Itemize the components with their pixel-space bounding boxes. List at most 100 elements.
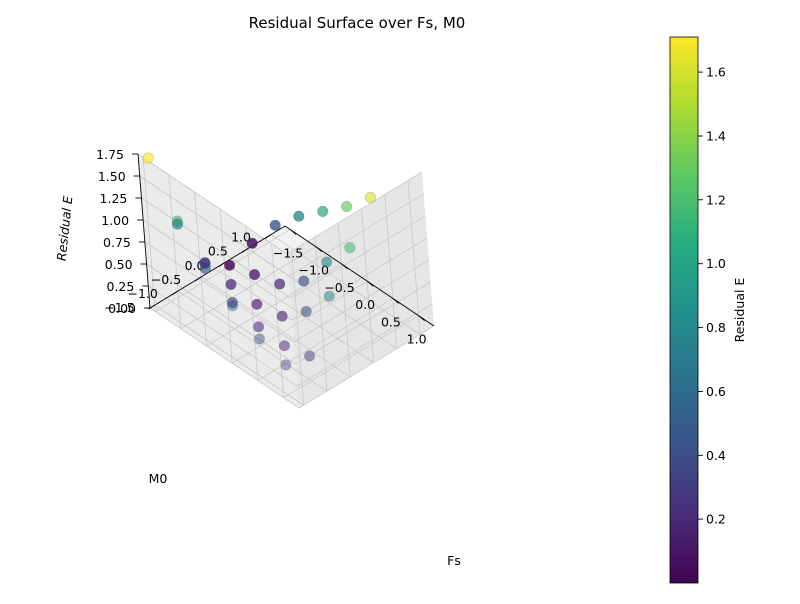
e-tick-label: 0.00 xyxy=(108,301,136,316)
colorbar xyxy=(669,36,699,584)
grid-line xyxy=(168,174,182,329)
e-tick-label: 0.25 xyxy=(106,279,134,294)
grid-line xyxy=(407,180,421,335)
colorbar-tick-label: 1.2 xyxy=(706,192,726,207)
grid-line xyxy=(291,237,428,321)
grid-line xyxy=(257,298,394,381)
data-point xyxy=(344,242,356,254)
data-point xyxy=(300,305,312,318)
fs-tick xyxy=(341,263,348,270)
data-point xyxy=(253,321,265,333)
grid-line xyxy=(142,157,156,312)
data-point xyxy=(224,259,236,271)
grid-line xyxy=(293,259,430,343)
data-point xyxy=(226,297,238,309)
m0-tick-label: −1.0 xyxy=(128,286,158,301)
data-point xyxy=(364,191,377,204)
grid-line xyxy=(298,325,435,409)
data-point xyxy=(317,205,329,217)
grid-line xyxy=(206,263,342,347)
data-point xyxy=(276,310,288,322)
m0-tick xyxy=(194,276,202,282)
fs-tick-label: −1.0 xyxy=(299,263,329,278)
data-point xyxy=(172,218,184,230)
fs-tick-label: 1.0 xyxy=(407,332,427,347)
data-point xyxy=(251,298,263,310)
data-point xyxy=(304,350,316,362)
grid-line xyxy=(337,222,351,377)
data-point xyxy=(298,275,310,287)
data-point xyxy=(278,340,291,352)
m0-tick-label: 0.5 xyxy=(208,244,228,259)
grid-line xyxy=(149,307,300,409)
grid-line xyxy=(200,276,351,378)
grid-line xyxy=(142,219,293,321)
colorbar-tick-label: 0.4 xyxy=(706,448,726,463)
grid-line xyxy=(141,197,291,299)
grid-line xyxy=(224,262,374,364)
fs-tick xyxy=(366,280,374,287)
data-point xyxy=(293,210,305,222)
grid-line xyxy=(288,193,424,277)
grid-line xyxy=(146,263,296,365)
data-point xyxy=(274,278,286,290)
grid-line xyxy=(286,171,423,255)
grid-line xyxy=(231,280,368,364)
grid-line xyxy=(314,237,328,392)
x-axis-label: Fs xyxy=(447,553,461,568)
grid-line xyxy=(154,229,291,312)
m0-tick xyxy=(241,248,249,253)
axis-ticks: −1.5−1.0−0.50.00.51.0−1.5−1.0−0.50.00.51… xyxy=(96,147,426,347)
data-point xyxy=(246,237,258,249)
colorbar-tick-label: 0.8 xyxy=(706,320,726,335)
e-axis-line xyxy=(137,153,151,309)
grid-line xyxy=(144,241,295,343)
colorbar-tick-label: 1.0 xyxy=(706,256,726,271)
fs-tick-label: 0.5 xyxy=(381,314,401,329)
grid-line xyxy=(148,285,298,387)
colorbar-ticks: 0.2 0.4 0.6 0.8 1.0 1.2 1.4 1.6 xyxy=(698,65,726,527)
m0-tick xyxy=(171,290,179,296)
colorbar-tick-label: 0.6 xyxy=(706,384,726,399)
e-tick-label: 1.25 xyxy=(100,191,128,206)
grid-line xyxy=(297,303,433,387)
e-tick-label: 1.50 xyxy=(98,169,126,184)
colorbar-tick-label: 0.2 xyxy=(706,512,726,527)
grid-line xyxy=(139,175,289,277)
grid-line xyxy=(137,153,288,255)
chart-title: Residual Surface over Fs, M0 xyxy=(249,14,466,32)
grid-line xyxy=(177,290,328,392)
data-point xyxy=(225,278,237,291)
data-point xyxy=(253,333,266,345)
fs-tick-label: −0.5 xyxy=(324,280,354,295)
grid-line xyxy=(283,315,419,398)
fs-tick xyxy=(315,246,323,253)
data-point xyxy=(249,269,261,281)
grid-line xyxy=(154,304,304,406)
data-point xyxy=(142,152,154,164)
colorbar-tick-label: 1.4 xyxy=(706,129,726,144)
fs-axis-line xyxy=(284,225,435,327)
data-point xyxy=(199,257,211,269)
grid-line xyxy=(361,208,374,363)
fs-tick xyxy=(418,315,425,322)
m0-tick-label: −1.5 xyxy=(104,300,134,315)
grid-line xyxy=(290,215,426,299)
grid-line xyxy=(180,246,317,330)
grid-line xyxy=(295,281,431,365)
grid-line xyxy=(271,243,284,398)
data-point xyxy=(280,359,292,371)
data-point xyxy=(321,256,333,268)
grid-line xyxy=(270,234,421,335)
data-point xyxy=(269,219,281,231)
colorbar-label: Residual E xyxy=(732,278,747,343)
fs-tick xyxy=(392,298,400,304)
e-tick-label: 0.75 xyxy=(103,235,131,250)
fs-tick-label: −1.5 xyxy=(273,245,303,260)
m0-tick-label: 1.0 xyxy=(231,230,251,245)
m0-tick xyxy=(264,234,272,239)
m0-tick-label: −0.5 xyxy=(151,272,181,287)
scatter-points xyxy=(142,152,377,371)
m0-tick-label: 0.0 xyxy=(185,258,205,273)
